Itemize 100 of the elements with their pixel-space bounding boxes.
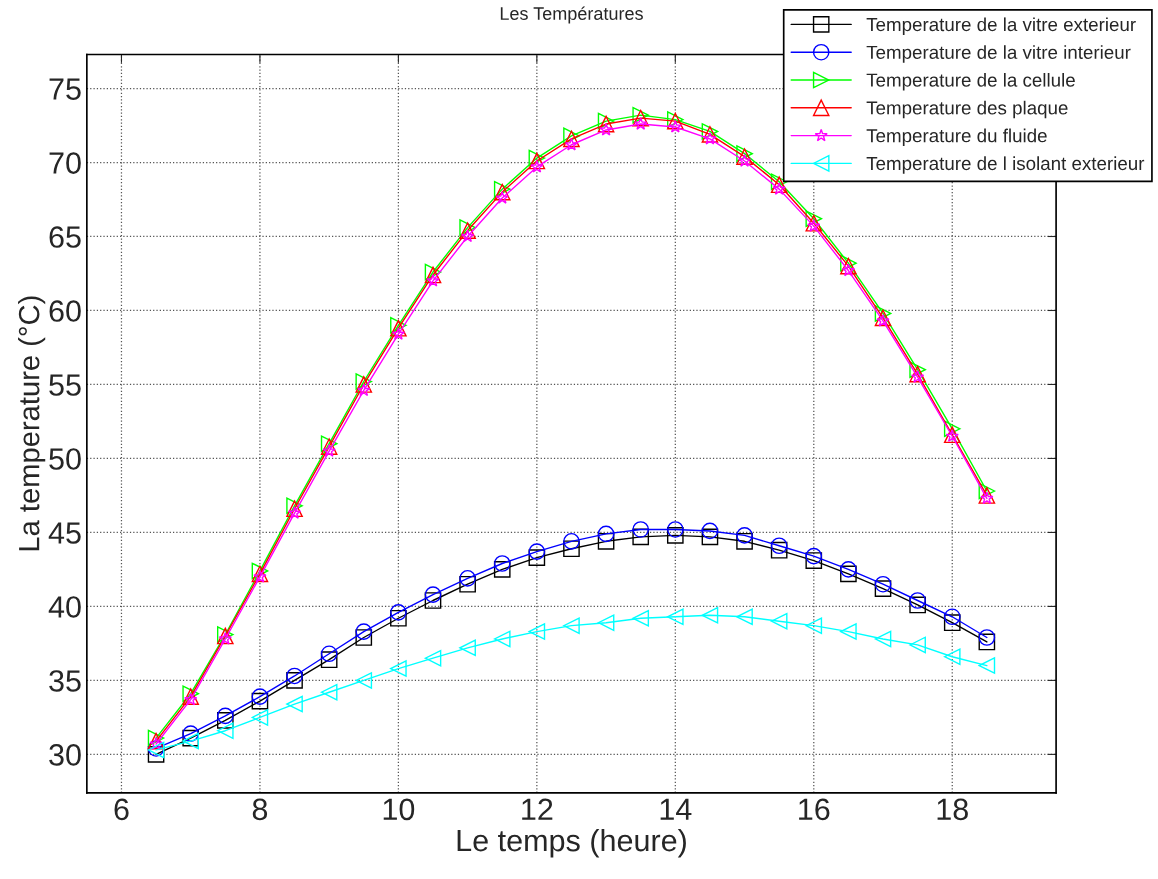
point — [597, 614, 615, 632]
point — [597, 525, 615, 543]
point — [943, 420, 961, 438]
x-tick-label: 14 — [660, 798, 692, 820]
point — [459, 575, 476, 593]
legend-label: Temperature de l isolant exterieur — [866, 156, 1145, 174]
point — [424, 586, 442, 603]
y-tick-label: 30 — [49, 744, 81, 766]
point — [459, 569, 476, 587]
point — [632, 609, 650, 627]
point — [355, 623, 373, 640]
point — [805, 210, 823, 228]
point — [634, 117, 648, 130]
point — [668, 120, 682, 133]
point — [910, 370, 925, 383]
point — [909, 592, 926, 609]
point — [216, 712, 234, 729]
legend-label: Temperature des plaque — [866, 100, 1068, 119]
point — [943, 614, 961, 632]
point — [528, 549, 546, 566]
point — [320, 651, 338, 669]
point — [251, 709, 269, 726]
point — [286, 695, 303, 713]
point — [666, 608, 684, 626]
y-tick-label: 75 — [49, 78, 81, 100]
point — [909, 636, 926, 654]
point — [737, 154, 752, 167]
point — [874, 630, 892, 648]
point — [840, 565, 857, 583]
y-tick-label: 45 — [48, 522, 81, 544]
x-tick-label: 16 — [799, 798, 830, 821]
point — [666, 521, 684, 538]
point — [772, 182, 786, 195]
y-axis-title: La temperature (°C) — [18, 296, 46, 551]
point — [876, 313, 890, 327]
point — [770, 537, 788, 555]
point — [805, 547, 823, 565]
point — [390, 660, 407, 677]
legend-label: Temperature de la cellule — [866, 72, 1075, 91]
point — [666, 527, 684, 544]
x-tick-label: 8 — [252, 798, 268, 821]
point — [493, 561, 511, 578]
point — [736, 527, 753, 544]
point — [563, 532, 580, 550]
point — [874, 305, 892, 322]
point — [736, 532, 753, 550]
x-tick-label: 18 — [937, 798, 968, 821]
point — [805, 552, 823, 569]
point — [943, 648, 961, 666]
point — [287, 506, 302, 519]
point — [770, 541, 788, 559]
y-tick-label: 70 — [49, 152, 81, 174]
point — [563, 617, 580, 634]
point — [390, 609, 407, 627]
point — [251, 688, 269, 706]
point — [216, 707, 234, 725]
point — [182, 725, 200, 743]
point — [184, 692, 198, 706]
point — [701, 606, 719, 624]
point — [943, 608, 961, 626]
point — [701, 528, 719, 546]
point — [460, 229, 475, 243]
point — [493, 555, 511, 572]
point — [357, 383, 371, 397]
point — [528, 623, 546, 640]
point — [424, 649, 442, 667]
point — [736, 608, 753, 626]
legend-label: Temperature du fluide — [866, 128, 1047, 147]
point — [840, 561, 857, 578]
point — [355, 629, 373, 646]
x-tick-label: 10 — [383, 798, 415, 821]
point — [320, 645, 338, 663]
point — [805, 617, 823, 634]
point — [495, 191, 509, 204]
point — [978, 629, 996, 646]
point — [978, 657, 996, 674]
y-tick-label: 55 — [49, 374, 81, 396]
point — [770, 612, 788, 630]
point — [286, 672, 303, 689]
point — [390, 604, 407, 621]
point — [320, 683, 338, 701]
point — [807, 219, 821, 232]
legend-label: Temperature de la vitre exterieur — [866, 17, 1136, 35]
point — [841, 263, 856, 277]
point — [355, 672, 373, 689]
point — [424, 592, 442, 609]
point — [909, 361, 926, 379]
point — [149, 737, 163, 750]
point — [563, 540, 580, 558]
point — [980, 491, 994, 505]
x-tick-label: 12 — [522, 798, 553, 820]
point — [909, 596, 926, 614]
point — [909, 365, 926, 383]
point — [978, 487, 996, 504]
y-tick-label: 65 — [49, 226, 81, 248]
point — [874, 575, 892, 593]
x-tick-label: 6 — [114, 798, 129, 821]
point — [805, 214, 823, 232]
point — [391, 327, 406, 340]
y-tick-label: 50 — [49, 448, 81, 470]
